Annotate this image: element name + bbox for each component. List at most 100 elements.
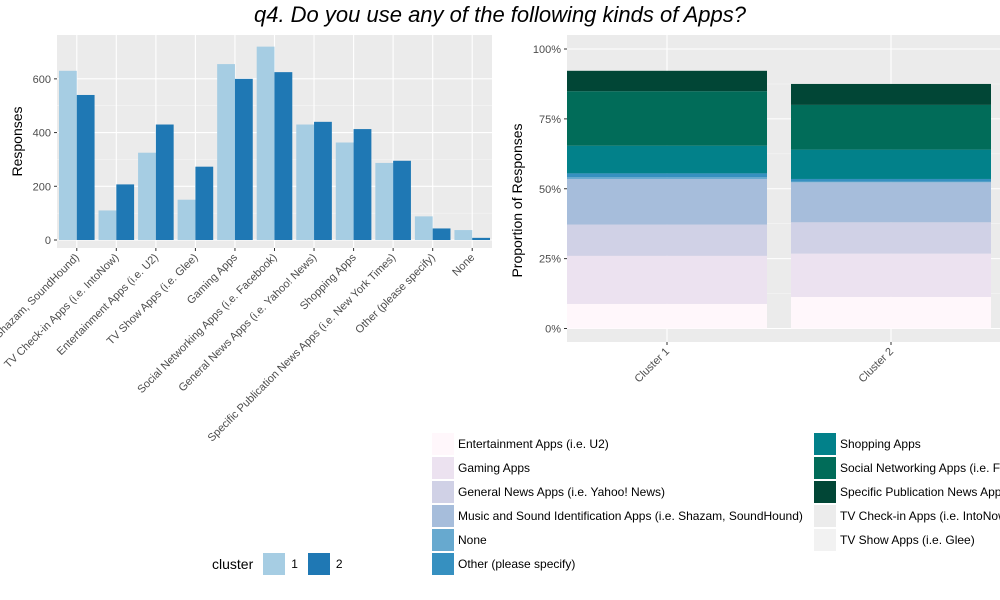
legend-label: TV Show Apps (i.e. Glee) <box>840 533 975 547</box>
cluster-2-key <box>307 553 330 575</box>
bar-cluster-1 <box>375 162 394 240</box>
legend-swatch <box>432 433 454 455</box>
bar-cluster-2 <box>432 228 451 240</box>
bar-cluster-1 <box>256 46 275 240</box>
stacked-segment <box>791 182 991 223</box>
stacked-segment <box>567 145 767 174</box>
stacked-segment <box>791 181 991 183</box>
left-y-axis-title: Responses <box>9 106 25 176</box>
stacked-segment <box>567 173 767 178</box>
y-tick-label: 0 <box>45 235 51 247</box>
legend-label: Specific Publication News Apps (i.e. New… <box>840 485 1000 499</box>
legend-swatch <box>814 457 836 479</box>
legend-label: Other (please specify) <box>458 557 576 571</box>
legend-swatch <box>432 505 454 527</box>
cluster-legend: cluster 1 2 <box>212 553 347 575</box>
bar-cluster-1 <box>414 216 433 240</box>
cluster-1-label: 1 <box>291 557 298 571</box>
stacked-segment <box>567 91 767 146</box>
bar-cluster-1 <box>217 64 235 240</box>
legend-label: Social Networking Apps (i.e. Facebook) <box>840 461 1000 475</box>
bar-cluster-2 <box>155 124 174 240</box>
bar-cluster-2 <box>393 160 411 240</box>
legend-label: General News Apps (i.e. Yahoo! News) <box>458 485 665 499</box>
bar-cluster-2 <box>195 166 214 240</box>
legend-swatch <box>814 505 836 527</box>
y-tick-label: 50% <box>539 184 561 196</box>
stacked-segment <box>791 222 991 254</box>
stacked-segment <box>791 253 991 297</box>
legend-label: None <box>458 533 487 547</box>
y-tick-label: 600 <box>33 74 51 86</box>
legend-swatch <box>432 481 454 503</box>
stacked-segment <box>791 104 991 150</box>
bar-cluster-2 <box>353 129 372 240</box>
stacked-segment <box>567 255 767 304</box>
bar-cluster-1 <box>98 210 117 240</box>
bar-cluster-1 <box>58 70 77 240</box>
bar-cluster-1 <box>296 124 315 240</box>
legend-item: Gaming Apps <box>432 456 803 480</box>
y-tick-label: 25% <box>539 254 561 266</box>
legend-swatch <box>814 529 836 551</box>
x-tick-label: Cluster 1 <box>633 346 673 386</box>
y-tick-label: 0% <box>545 324 561 336</box>
legend-item: Shopping Apps <box>814 432 1000 456</box>
legend-item: Social Networking Apps (i.e. Facebook) <box>814 456 1000 480</box>
legend-label: TV Check-in Apps (i.e. IntoNow) <box>840 509 1000 523</box>
legend-label: Music and Sound Identification Apps (i.e… <box>458 509 803 523</box>
bar-cluster-1 <box>138 152 156 240</box>
legend-item: Specific Publication News Apps (i.e. New… <box>814 480 1000 504</box>
legend-item: General News Apps (i.e. Yahoo! News) <box>432 480 803 504</box>
stacked-segment <box>791 178 991 182</box>
legend-swatch <box>814 481 836 503</box>
cluster-1-key <box>263 553 286 575</box>
stacked-segment <box>791 296 991 329</box>
legend-item: TV Check-in Apps (i.e. IntoNow) <box>814 504 1000 528</box>
legend-column: Shopping Apps Social Networking Apps (i.e… <box>814 432 1000 552</box>
legend-label: Gaming Apps <box>458 461 531 475</box>
y-tick-label: 75% <box>539 114 561 126</box>
legend-item: Other (please specify) <box>432 552 803 576</box>
bar-cluster-2 <box>234 78 253 240</box>
x-tick-label: Specific Publication News Apps (i.e. New… <box>206 252 399 445</box>
x-tick-label: Cluster 2 <box>857 346 897 386</box>
chart-title: q4. Do you use any of the following kind… <box>253 2 747 27</box>
x-tick-label: General News Apps (i.e. Yahoo! News) <box>177 252 320 395</box>
stacked-segment <box>791 83 991 105</box>
legend-swatch <box>432 553 454 575</box>
y-tick-label: 400 <box>33 128 51 140</box>
legend-swatch <box>432 457 454 479</box>
stacked-segment <box>567 178 767 225</box>
bar-cluster-2 <box>274 72 293 241</box>
bar-cluster-1 <box>454 230 473 240</box>
category-legend: Entertainment Apps (i.e. U2) Gaming Apps G… <box>432 432 1000 592</box>
cluster-2-label: 2 <box>335 557 343 571</box>
stacked-segment <box>791 149 991 179</box>
legend-item: None <box>432 528 803 552</box>
stacked-segment <box>567 224 767 256</box>
bar-cluster-2 <box>472 237 491 240</box>
bar-cluster-2 <box>314 121 332 240</box>
y-tick-label: 200 <box>33 181 51 193</box>
bar-cluster-1 <box>335 142 354 240</box>
legend-column: Entertainment Apps (i.e. U2) Gaming Apps G… <box>432 432 803 576</box>
y-tick-label: 100% <box>533 44 561 56</box>
legend-label: Shopping Apps <box>840 437 921 451</box>
cluster-legend-title: cluster <box>212 556 254 572</box>
stacked-segment <box>567 177 767 179</box>
bar-cluster-1 <box>177 199 196 240</box>
legend-swatch <box>814 433 836 455</box>
bar-cluster-2 <box>76 94 95 240</box>
stacked-segment <box>567 303 767 329</box>
stacked-segment <box>567 70 767 92</box>
legend-item: TV Show Apps (i.e. Glee) <box>814 528 1000 552</box>
x-tick-label: Social Networking Apps (i.e. Facebook) <box>135 252 279 396</box>
legend-swatch <box>432 529 454 551</box>
x-tick-label: None <box>450 252 477 279</box>
legend-item: Music and Sound Identification Apps (i.e… <box>432 504 803 528</box>
bar-cluster-2 <box>116 184 135 240</box>
legend-item: Entertainment Apps (i.e. U2) <box>432 432 803 456</box>
right-y-axis-title: Proportion of Responses <box>509 123 525 277</box>
